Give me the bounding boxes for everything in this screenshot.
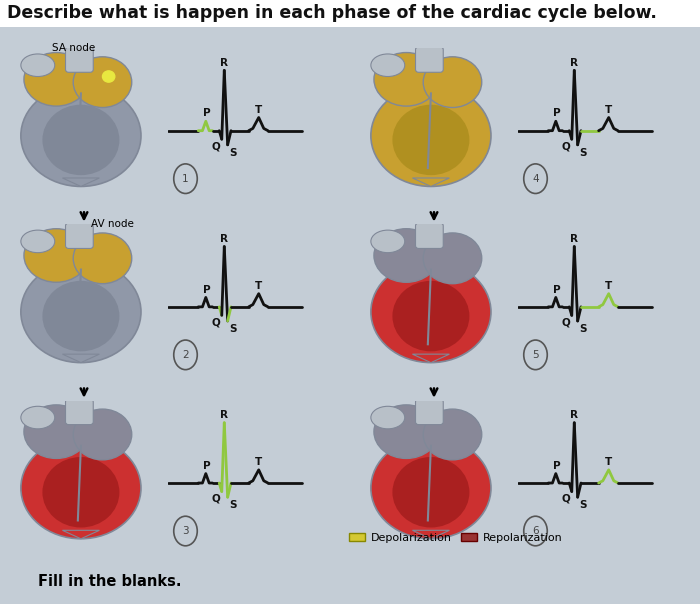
Text: Q: Q <box>211 141 220 151</box>
Polygon shape <box>62 178 99 187</box>
Ellipse shape <box>43 104 120 175</box>
Text: R: R <box>220 57 228 68</box>
Text: S: S <box>230 147 237 158</box>
Text: S: S <box>230 500 237 510</box>
Text: 2: 2 <box>182 350 189 360</box>
Text: 1: 1 <box>182 174 189 184</box>
Ellipse shape <box>74 57 132 108</box>
Text: S: S <box>230 324 237 334</box>
FancyBboxPatch shape <box>66 223 93 248</box>
Text: T: T <box>605 281 612 291</box>
Text: Describe what is happen in each phase of the cardiac cycle below.: Describe what is happen in each phase of… <box>7 4 657 22</box>
Ellipse shape <box>371 437 491 539</box>
Ellipse shape <box>424 233 482 284</box>
Text: Fill in the blanks.: Fill in the blanks. <box>38 574 182 589</box>
FancyBboxPatch shape <box>416 223 443 248</box>
Ellipse shape <box>393 457 470 527</box>
Polygon shape <box>412 354 449 362</box>
Text: Q: Q <box>211 493 220 503</box>
Ellipse shape <box>371 85 491 187</box>
Text: T: T <box>255 281 262 291</box>
Text: P: P <box>553 109 561 118</box>
Ellipse shape <box>371 261 491 362</box>
Ellipse shape <box>21 85 141 187</box>
Ellipse shape <box>21 261 141 362</box>
Text: Q: Q <box>211 317 220 327</box>
Text: Q: Q <box>561 493 570 503</box>
Polygon shape <box>62 530 99 539</box>
Text: R: R <box>220 410 228 420</box>
Text: S: S <box>580 500 587 510</box>
Text: S: S <box>580 147 587 158</box>
Text: T: T <box>605 457 612 467</box>
Ellipse shape <box>43 281 120 352</box>
Text: P: P <box>203 284 211 295</box>
Ellipse shape <box>393 104 470 175</box>
Text: R: R <box>570 57 578 68</box>
Text: 4: 4 <box>532 174 539 184</box>
Text: P: P <box>553 284 561 295</box>
FancyBboxPatch shape <box>416 399 443 425</box>
Ellipse shape <box>21 54 55 77</box>
Text: SA node: SA node <box>52 43 96 53</box>
Legend: Depolarization, Repolarization: Depolarization, Repolarization <box>349 533 563 542</box>
Polygon shape <box>62 354 99 362</box>
Text: Q: Q <box>561 317 570 327</box>
Text: S: S <box>580 324 587 334</box>
Ellipse shape <box>371 406 405 429</box>
FancyBboxPatch shape <box>66 47 93 72</box>
Text: T: T <box>255 457 262 467</box>
Text: AV node: AV node <box>91 219 134 230</box>
Text: P: P <box>553 461 561 471</box>
Polygon shape <box>412 530 449 539</box>
Text: P: P <box>203 109 211 118</box>
Text: T: T <box>605 104 612 115</box>
Ellipse shape <box>371 54 405 77</box>
Ellipse shape <box>24 405 89 458</box>
Text: Q: Q <box>561 141 570 151</box>
Ellipse shape <box>374 405 439 458</box>
Ellipse shape <box>21 437 141 539</box>
Ellipse shape <box>424 57 482 108</box>
Circle shape <box>102 71 115 82</box>
Ellipse shape <box>24 229 89 282</box>
Ellipse shape <box>21 230 55 252</box>
Ellipse shape <box>21 406 55 429</box>
Ellipse shape <box>374 53 439 106</box>
Ellipse shape <box>424 409 482 460</box>
Ellipse shape <box>393 281 470 352</box>
Ellipse shape <box>374 229 439 282</box>
Ellipse shape <box>74 233 132 284</box>
Polygon shape <box>412 178 449 187</box>
Ellipse shape <box>371 230 405 252</box>
Ellipse shape <box>24 53 89 106</box>
FancyBboxPatch shape <box>416 47 443 72</box>
Text: 3: 3 <box>182 526 189 536</box>
Text: R: R <box>570 410 578 420</box>
Text: 5: 5 <box>532 350 539 360</box>
Text: T: T <box>255 104 262 115</box>
Text: 6: 6 <box>532 526 539 536</box>
Text: P: P <box>203 461 211 471</box>
FancyBboxPatch shape <box>66 399 93 425</box>
Ellipse shape <box>43 457 120 527</box>
Text: R: R <box>570 234 578 244</box>
Text: R: R <box>220 234 228 244</box>
Ellipse shape <box>74 409 132 460</box>
